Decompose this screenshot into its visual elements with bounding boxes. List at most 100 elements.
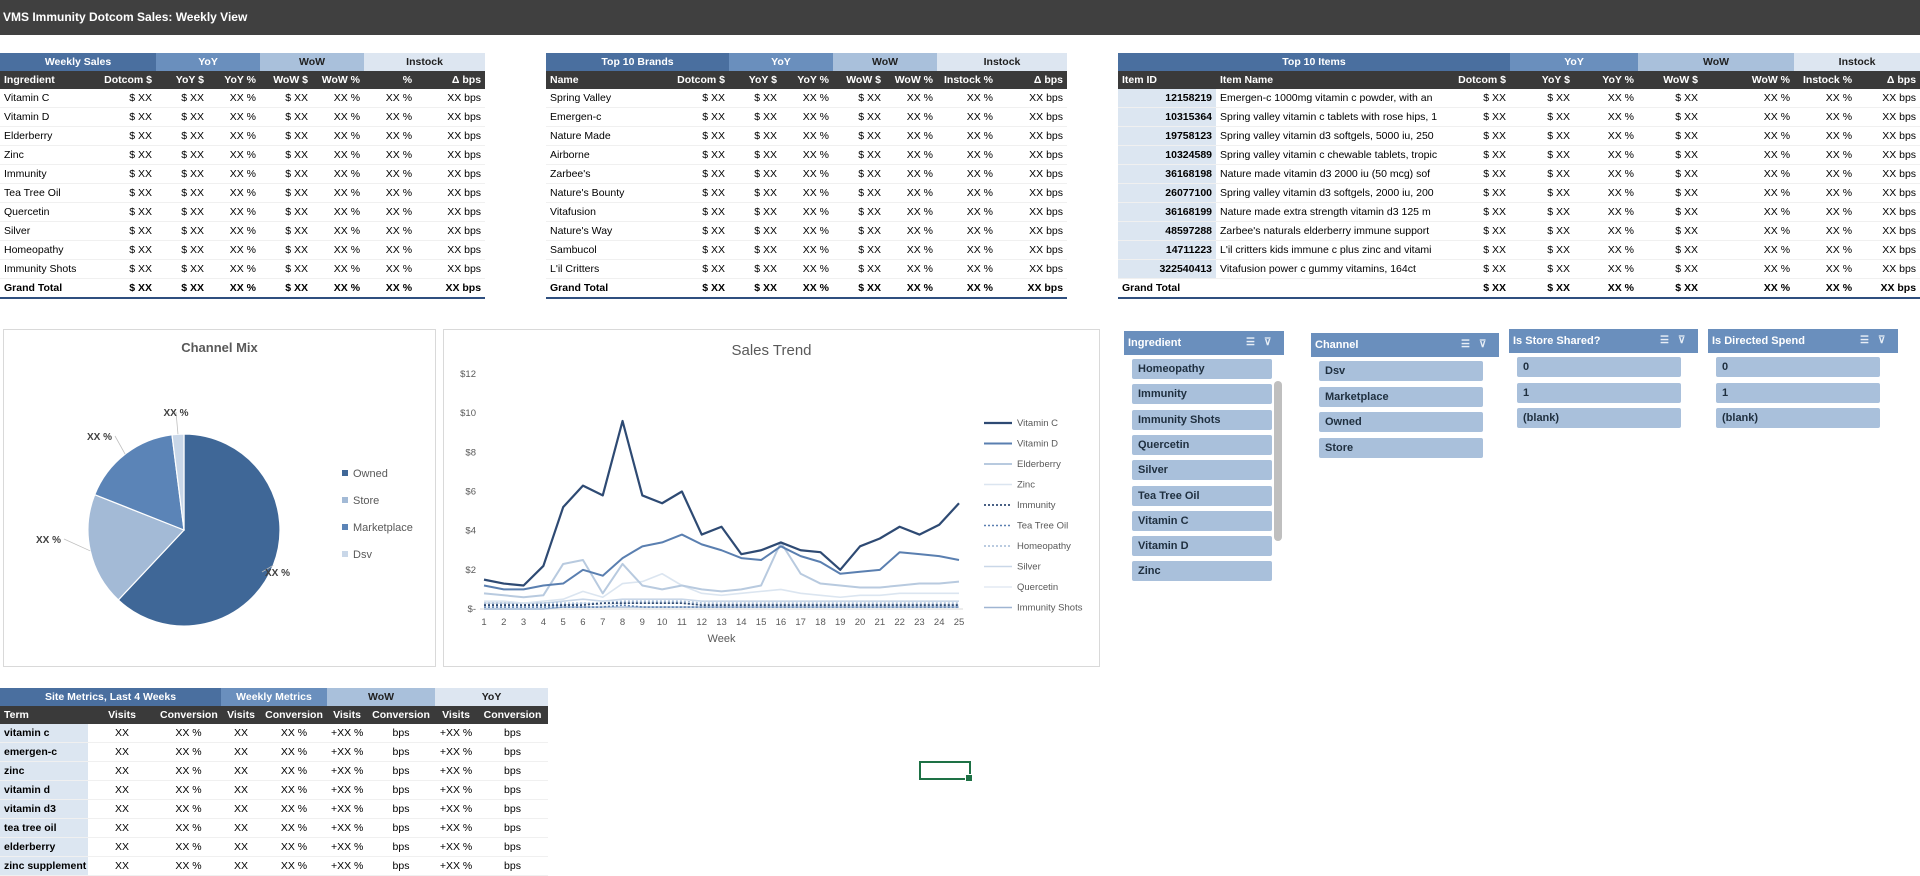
column-header[interactable]: Visits	[327, 706, 367, 724]
series-line-tea-tree-oil[interactable]	[484, 604, 959, 608]
table-row[interactable]: 14711223 L'il critters kids immune c plus…	[1118, 240, 1920, 260]
slicer-is-store-shared[interactable]: Is Store Shared? ☰ ⊽ 0 1 (blank)	[1509, 329, 1698, 431]
column-header[interactable]: Δ bps	[416, 71, 486, 89]
table-row[interactable]: Nature's Bounty $ XX $ XX XX % $ XX XX % XX % X…	[546, 183, 1068, 203]
table-row[interactable]: Silver $ XX $ XX XX % $ XX XX % XX % XX bps	[0, 221, 486, 241]
legend-label[interactable]: Vitamin D	[1017, 439, 1058, 450]
legend-label[interactable]: Elderberry	[1017, 459, 1061, 470]
legend-label[interactable]: Quercetin	[1017, 582, 1058, 593]
column-header[interactable]: Visits	[435, 706, 478, 724]
column-header[interactable]: YoY $	[1510, 71, 1575, 89]
table-row[interactable]: Zarbee's $ XX $ XX XX % $ XX XX % XX % XX bps	[546, 164, 1068, 184]
column-header[interactable]: Conversion	[477, 706, 549, 724]
pie-slice-marketplace[interactable]	[93, 434, 185, 531]
table-row[interactable]: elderberry XX XX % XX XX % +XX % bps +XX % bps	[0, 837, 549, 857]
column-header[interactable]: Name	[546, 71, 663, 89]
column-header[interactable]: WoW $	[260, 71, 313, 89]
legend-label[interactable]: Immunity Shots	[1017, 603, 1083, 614]
legend-label[interactable]: Owned	[353, 468, 388, 480]
slicer-is-directed-spend[interactable]: Is Directed Spend ☰ ⊽ 0 1 (blank)	[1708, 329, 1898, 431]
series-line-homeopathy[interactable]	[484, 600, 959, 604]
table-row[interactable]: Immunity $ XX $ XX XX % $ XX XX % XX % XX bps	[0, 164, 486, 184]
slicer-channel[interactable]: Channel ☰ ⊽ Dsv Marketplace Owned Store	[1311, 333, 1499, 463]
slicer-item[interactable]: 1	[1517, 382, 1681, 403]
table-row[interactable]: zinc XX XX % XX XX % +XX % bps +XX % bps	[0, 761, 549, 781]
column-header[interactable]: Δ bps	[997, 71, 1068, 89]
grand-total-row[interactable]: Grand Total $ XX $ XX XX % $ XX XX % XX % XX bp…	[546, 278, 1068, 299]
slicer-item[interactable]: Store	[1319, 437, 1483, 458]
column-header[interactable]: %	[364, 71, 417, 89]
column-header[interactable]: Δ bps	[1856, 71, 1920, 89]
slicer-ingredient[interactable]: Ingredient ☰ ⊽ Homeopathy Immunity Immunity S…	[1124, 331, 1284, 583]
multi-select-icon[interactable]: ☰	[1246, 337, 1255, 348]
slicer-item[interactable]: Immunity	[1132, 384, 1272, 405]
column-header[interactable]: Conversion	[156, 706, 221, 724]
table-row[interactable]: Vitafusion $ XX $ XX XX % $ XX XX % XX % XX bps	[546, 202, 1068, 222]
column-header[interactable]: Item Name	[1216, 71, 1442, 89]
selected-cell[interactable]	[919, 761, 973, 782]
slicer-item[interactable]: (blank)	[1716, 408, 1880, 428]
legend-label[interactable]: Immunity	[1017, 500, 1056, 511]
clear-filter-icon[interactable]: ⊽	[1878, 335, 1886, 346]
slicer-item[interactable]: Vitamin C	[1132, 510, 1272, 531]
column-header[interactable]: Dotcom $	[94, 71, 157, 89]
table-row[interactable]: 36168199 Nature made extra strength vitam…	[1118, 202, 1920, 222]
table-row[interactable]: 12158219 Emergen-c 1000mg vitamin c powde…	[1118, 89, 1920, 108]
channel-mix-chart[interactable]: Channel Mix XX % XX % XX % XX % Owned Store Ma…	[3, 329, 436, 667]
series-line-vitamin-d[interactable]	[483, 533, 960, 591]
legend-label[interactable]: Dsv	[353, 549, 372, 561]
table-row[interactable]: zinc supplement XX XX % XX XX % +XX % bps +XX %…	[0, 856, 549, 876]
series-line-vitamin-c[interactable]	[483, 419, 960, 587]
column-header[interactable]: WoW %	[312, 71, 365, 89]
clear-filter-icon[interactable]: ⊽	[1264, 337, 1272, 348]
legend-label[interactable]: Store	[353, 495, 379, 507]
column-header[interactable]: Term	[0, 706, 88, 724]
column-header[interactable]: YoY %	[208, 71, 261, 89]
slicer-item[interactable]: Homeopathy	[1132, 359, 1272, 379]
multi-select-icon[interactable]: ☰	[1860, 335, 1869, 346]
slicer-item[interactable]: 0	[1517, 357, 1681, 377]
table-row[interactable]: vitamin d3 XX XX % XX XX % +XX % bps +XX % bps	[0, 799, 549, 819]
legend-label[interactable]: Vitamin C	[1017, 418, 1058, 429]
column-header[interactable]: WoW $	[1638, 71, 1703, 89]
table-row[interactable]: 26077100 Spring valley vitamin d3 softgel…	[1118, 183, 1920, 203]
slicer-item[interactable]: 1	[1716, 382, 1880, 403]
table-row[interactable]: 48597288 Zarbee's naturals elderberry imm…	[1118, 221, 1920, 241]
slicer-item[interactable]: Tea Tree Oil	[1132, 485, 1272, 506]
column-header[interactable]: Dotcom $	[663, 71, 729, 89]
legend-label[interactable]: Homeopathy	[1017, 541, 1071, 552]
slicer-scrollbar[interactable]	[1274, 381, 1282, 541]
table-row[interactable]: vitamin c XX XX % XX XX % +XX % bps +XX % bps	[0, 724, 549, 743]
table-row[interactable]: 19758123 Spring valley vitamin d3 softgel…	[1118, 126, 1920, 146]
slicer-item[interactable]: Immunity Shots	[1132, 409, 1272, 430]
table-row[interactable]: L'il Critters $ XX $ XX XX % $ XX XX % XX % XX …	[546, 259, 1068, 279]
slicer-item[interactable]: Marketplace	[1319, 386, 1483, 407]
clear-filter-icon[interactable]: ⊽	[1678, 335, 1686, 346]
pie-slice-dsv[interactable]	[171, 433, 185, 531]
table-row[interactable]: vitamin d XX XX % XX XX % +XX % bps +XX % bps	[0, 780, 549, 800]
grand-total-row[interactable]: Grand Total $ XX $ XX XX % $ XX XX % XX % XX bp…	[0, 278, 486, 299]
table-row[interactable]: Spring Valley $ XX $ XX XX % $ XX XX % XX % XX …	[546, 89, 1068, 108]
column-header[interactable]: Conversion	[367, 706, 436, 724]
slicer-item[interactable]: Zinc	[1132, 561, 1272, 582]
fill-handle[interactable]	[965, 774, 973, 782]
table-row[interactable]: Immunity Shots $ XX $ XX XX % $ XX XX % XX % XX…	[0, 259, 486, 279]
table-row[interactable]: Tea Tree Oil $ XX $ XX XX % $ XX XX % XX % XX b…	[0, 183, 486, 203]
sales-trend-chart[interactable]: Sales Trend $- $2 $4 $6 $8 $10 $12 1 2 3 4 5 6 7 8 9 10 1…	[443, 329, 1100, 667]
table-row[interactable]: 10315364 Spring valley vitamin c tablets …	[1118, 107, 1920, 127]
column-header[interactable]: WoW %	[1702, 71, 1795, 89]
table-row[interactable]: Sambucol $ XX $ XX XX % $ XX XX % XX % XX bps	[546, 240, 1068, 260]
column-header[interactable]: YoY $	[729, 71, 781, 89]
column-header[interactable]: Item ID	[1118, 71, 1216, 89]
table-row[interactable]: emergen-c XX XX % XX XX % +XX % bps +XX % bps	[0, 742, 549, 762]
clear-filter-icon[interactable]: ⊽	[1479, 339, 1487, 350]
column-header[interactable]: Dotcom $	[1442, 71, 1511, 89]
legend-label[interactable]: Tea Tree Oil	[1017, 521, 1068, 532]
slicer-item[interactable]: Dsv	[1319, 361, 1483, 381]
table-row[interactable]: 10324589 Spring valley vitamin c chewable…	[1118, 145, 1920, 165]
multi-select-icon[interactable]: ☰	[1461, 339, 1470, 350]
slicer-item[interactable]: Vitamin D	[1132, 536, 1272, 557]
grand-total-row[interactable]: Grand Total $ XX $ XX XX % $ XX XX % XX % XX bp…	[1118, 278, 1920, 299]
column-header[interactable]: Ingredient	[0, 71, 94, 89]
table-row[interactable]: tea tree oil XX XX % XX XX % +XX % bps +XX % bps	[0, 818, 549, 838]
